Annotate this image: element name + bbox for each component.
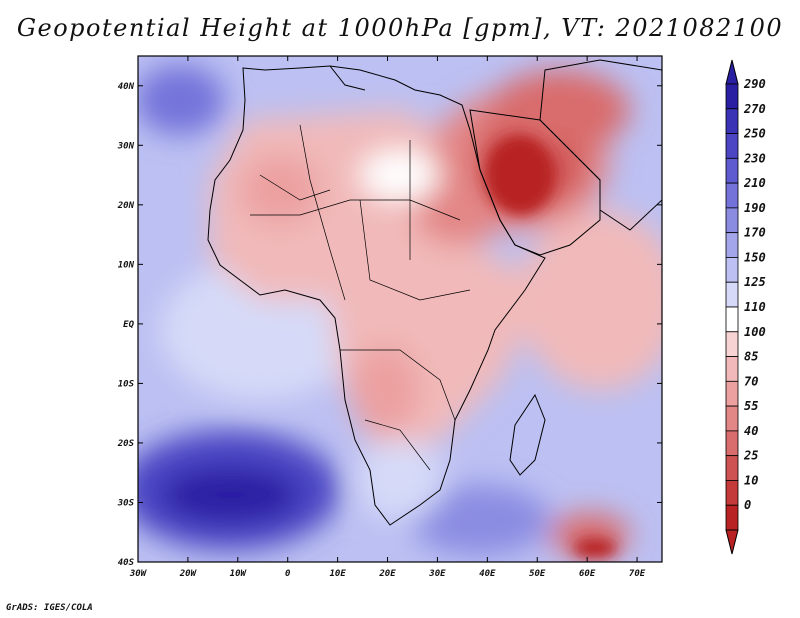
height-field [138, 56, 662, 562]
colorbar-label: 100 [744, 325, 766, 339]
colorbar-label: 230 [743, 151, 766, 165]
lat-tick-label: 20S [117, 439, 135, 449]
colorbar-label: 250 [743, 127, 766, 141]
colorbar-label: 70 [744, 374, 758, 388]
colorbar-label: 10 [744, 473, 758, 487]
lon-tick-label: 20W [179, 569, 198, 579]
lat-tick-label: 40S [118, 558, 135, 568]
colorbar-swatch [725, 182, 739, 209]
lon-tick-label: 50E [529, 569, 546, 579]
colorbar-label: 40 [744, 424, 758, 438]
colorbar: 2902702502302101901701501251101008570554… [725, 59, 766, 555]
colorbar-label: 210 [743, 176, 766, 190]
lon-tick-label: 0 [285, 569, 291, 579]
lon-tick-label: 40E [479, 569, 496, 579]
footer-credit: GrADS: IGES/COLA [6, 603, 93, 613]
colorbar-swatch [725, 133, 739, 159]
plot-frame [137, 55, 663, 563]
colorbar-swatch [725, 455, 739, 481]
coastlines [207, 59, 662, 526]
colorbar-swatch [725, 331, 739, 357]
colorbar-swatch [725, 83, 739, 110]
lat-tick-label: 10S [118, 379, 135, 389]
lon-tick-label: 70E [629, 569, 646, 579]
lat-tick-label: EQ [123, 320, 134, 330]
lat-tick-label: 40N [118, 82, 135, 92]
colorbar-max-arrow [725, 59, 739, 85]
colorbar-label: 85 [744, 350, 758, 364]
colorbar-swatch [725, 257, 739, 283]
colorbar-label: 190 [744, 201, 766, 215]
colorbar-label: 125 [744, 275, 766, 289]
lon-tick-label: 60E [579, 569, 596, 579]
colorbar-swatch [725, 232, 739, 258]
lon-tick-label: 30W [129, 569, 148, 579]
colorbar-swatch [725, 281, 739, 308]
colorbar-min-arrow [725, 529, 739, 555]
lat-tick-label: 10N [118, 260, 135, 270]
colorbar-swatch [725, 405, 739, 432]
colorbar-label: 0 [744, 498, 751, 512]
plot-title: Geopotential Height at 1000hPa [gpm], VT… [16, 14, 784, 42]
colorbar-swatch [725, 207, 739, 234]
lon-tick-label: 10E [329, 569, 346, 579]
colorbar-swatch [725, 356, 739, 382]
colorbar-label: 150 [744, 250, 766, 264]
colorbar-swatch [725, 380, 739, 407]
lat-axis: 40N 30N 20N 10N EQ 10S 20S 30S 40S [117, 82, 662, 568]
lat-tick-label: 30N [117, 141, 135, 151]
lon-axis: 30W 20W 10W 0 10E 20E 30E 40E 50E 60E 70E [129, 56, 646, 579]
colorbar-swatch [725, 504, 739, 531]
colorbar-swatch [725, 480, 739, 506]
colorbar-label: 290 [743, 77, 766, 91]
colorbar-swatch [725, 430, 739, 457]
lon-tick-label: 30E [428, 569, 446, 579]
colorbar-label: 25 [743, 449, 758, 463]
colorbar-swatch [725, 108, 739, 134]
colorbar-label: 270 [743, 102, 766, 116]
colorbar-swatch [725, 157, 739, 184]
lon-tick-label: 10W [230, 569, 248, 579]
lat-tick-label: 20N [117, 201, 135, 211]
colorbar-label: 110 [744, 300, 766, 314]
colorbar-label: 170 [744, 226, 766, 240]
lat-tick-label: 30S [117, 498, 135, 508]
lon-tick-label: 20E [378, 569, 396, 579]
colorbar-swatch [725, 306, 739, 333]
colorbar-label: 55 [744, 399, 758, 413]
